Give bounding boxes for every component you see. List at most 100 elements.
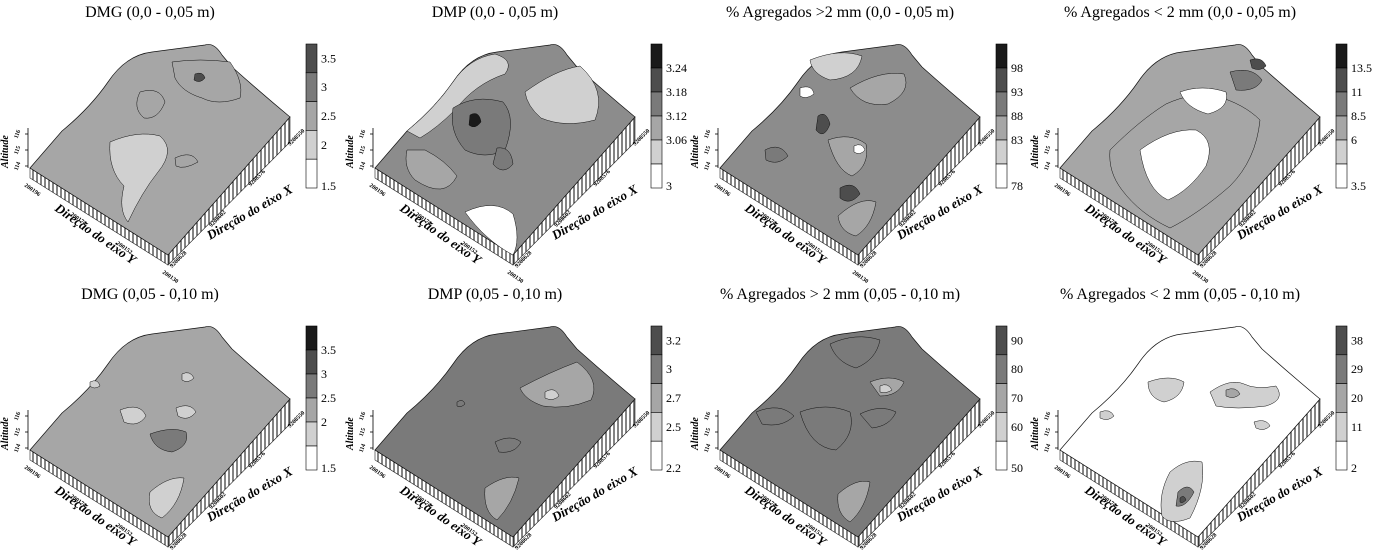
surface-plot: 114115116Altitude20019620017420015220013…: [1030, 0, 1375, 270]
surface-plot: 114115116Altitude20019620017420015220013…: [690, 0, 1035, 270]
legend-label: 2: [321, 415, 327, 429]
z-tick-label: 114: [1044, 443, 1053, 453]
legend-label: 2: [321, 138, 327, 152]
legend-swatch: [306, 398, 317, 422]
y-tick-label: 200196: [368, 183, 386, 198]
legend-swatch: [996, 68, 1007, 92]
contour-region: [1250, 59, 1266, 70]
legend: 3.2 3 2.7 2.5 2.2: [651, 326, 681, 475]
legend-swatch: [1336, 44, 1347, 68]
legend-swatch: [996, 412, 1007, 441]
legend-label: 3: [321, 367, 327, 381]
legend-label: 8.5: [1351, 109, 1366, 123]
legend-label: 83: [1011, 133, 1023, 147]
y-tick-label: 200196: [1053, 465, 1071, 480]
surface-plot: 114115116Altitude20019620017420015220013…: [0, 282, 345, 552]
legend-swatch: [306, 73, 317, 102]
legend-swatch: [996, 116, 1007, 140]
legend-swatch: [1336, 92, 1347, 116]
z-tick-label: 116: [1044, 129, 1053, 139]
legend-swatch: [1336, 326, 1347, 355]
surface-plot: 114115116Altitude20019620017420015220013…: [345, 0, 690, 270]
legend-label: 2.5: [666, 420, 681, 434]
legend-label: 11: [1351, 420, 1363, 434]
legend-swatch: [651, 92, 662, 116]
y-tick-label: 200196: [368, 465, 386, 480]
legend-swatch: [1336, 355, 1347, 384]
legend-label: 98: [1011, 61, 1023, 75]
y-tick-label: 200196: [23, 183, 41, 198]
legend-swatch: [651, 164, 662, 188]
legend-swatch: [306, 446, 317, 470]
y-tick-label: 200196: [713, 183, 731, 198]
z-tick-label: 115: [359, 145, 368, 155]
legend-label: 20: [1351, 391, 1363, 405]
legend-label: 3.5: [321, 51, 336, 65]
legend-swatch: [306, 102, 317, 131]
legend-label: 88: [1011, 109, 1023, 123]
z-tick-label: 116: [14, 411, 23, 421]
y-tick-label: 200196: [713, 465, 731, 480]
legend-swatch: [306, 44, 317, 73]
legend-label: 3.12: [666, 109, 687, 123]
legend-label: 1.5: [321, 461, 336, 475]
legend-swatch: [1336, 68, 1347, 92]
legend-label: 3.5: [1351, 179, 1366, 193]
z-tick-label: 116: [1044, 411, 1053, 421]
legend-swatch: [306, 374, 317, 398]
z-axis-label: Altitude: [1030, 417, 1041, 451]
legend-label: 60: [1011, 420, 1023, 434]
z-axis-label: Altitude: [0, 417, 11, 451]
legend-label: 3.24: [666, 61, 687, 75]
z-tick-label: 115: [14, 145, 23, 155]
legend-label: 2.2: [666, 461, 681, 475]
legend-swatch: [651, 68, 662, 92]
z-tick-label: 115: [704, 145, 713, 155]
legend-label: 2.5: [321, 109, 336, 123]
legend-swatch: [996, 326, 1007, 355]
legend-swatch: [1336, 412, 1347, 441]
legend-label: 13.5: [1351, 61, 1372, 75]
z-tick-label: 114: [1044, 161, 1053, 171]
legend-label: 70: [1011, 391, 1023, 405]
z-tick-label: 114: [14, 443, 23, 453]
legend-swatch: [651, 116, 662, 140]
y-tick-label: 200196: [23, 465, 41, 480]
z-tick-label: 114: [704, 161, 713, 171]
z-tick-label: 115: [704, 427, 713, 437]
surface-plot: 114115116Altitude20019620017420015220013…: [345, 282, 690, 552]
legend-label: 50: [1011, 461, 1023, 475]
legend-label: 3: [666, 362, 672, 376]
legend-swatch: [1336, 441, 1347, 470]
legend-swatch: [1336, 164, 1347, 188]
legend-swatch: [306, 422, 317, 446]
legend-label: 2.7: [666, 391, 681, 405]
legend-swatch: [996, 44, 1007, 68]
z-tick-label: 114: [359, 161, 368, 171]
z-axis-label: Altitude: [690, 417, 701, 451]
legend-swatch: [996, 164, 1007, 188]
legend: 3.532.521.5: [306, 44, 336, 193]
legend-swatch: [651, 326, 662, 355]
legend-swatch: [651, 412, 662, 441]
legend-swatch: [306, 350, 317, 374]
legend-swatch: [996, 140, 1007, 164]
legend: 3.243.183.123.063: [651, 44, 687, 193]
legend-label: 1.5: [321, 179, 336, 193]
legend-label: 93: [1011, 85, 1023, 99]
z-axis-label: Altitude: [345, 135, 356, 169]
legend-label: 3.2: [666, 333, 681, 347]
